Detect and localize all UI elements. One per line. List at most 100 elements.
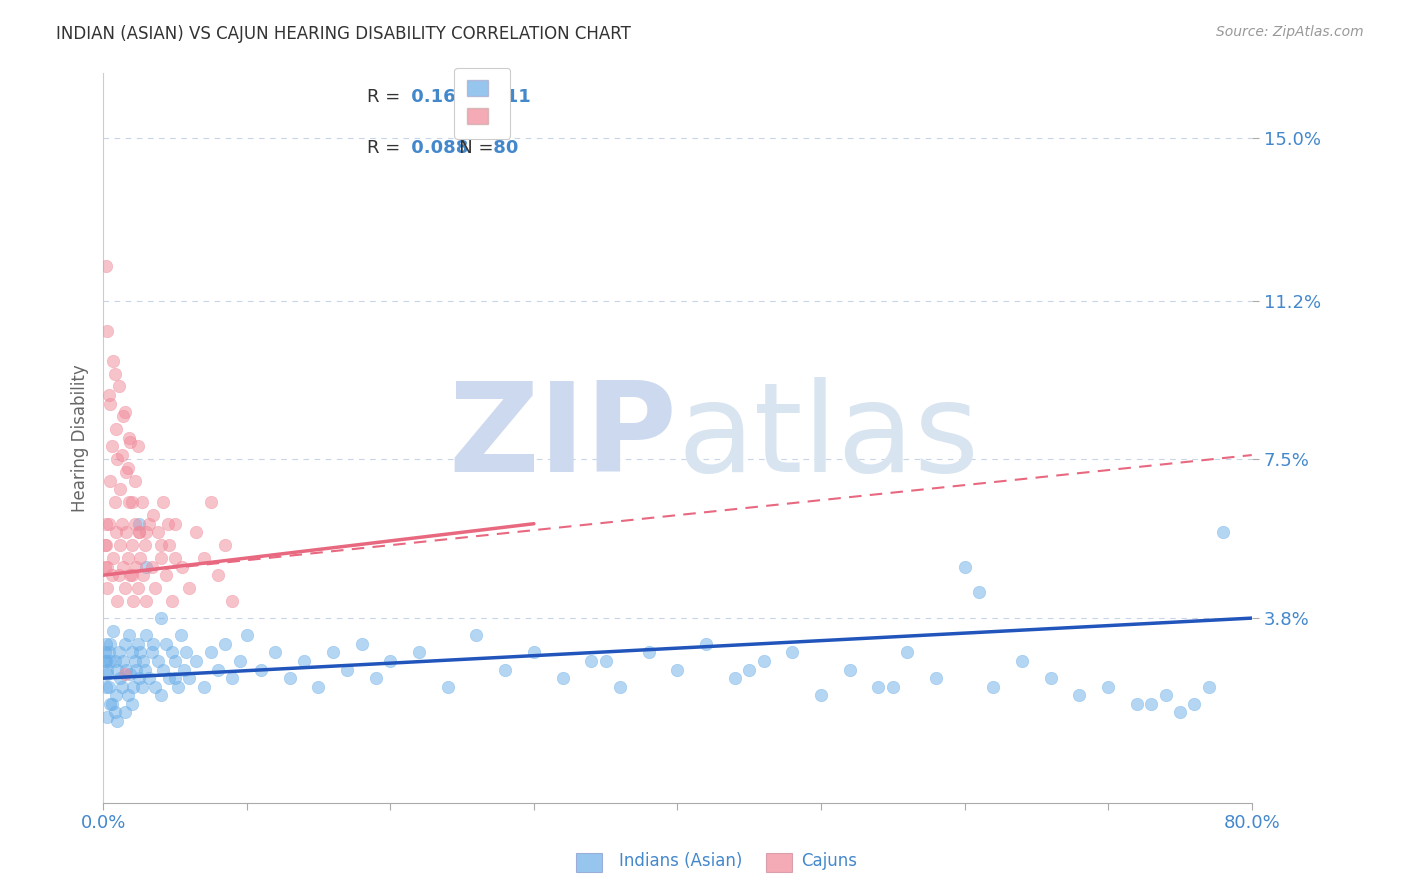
Point bbox=[724, 671, 747, 685]
Point bbox=[118, 431, 141, 445]
Point bbox=[107, 594, 129, 608]
Point bbox=[104, 654, 127, 668]
Text: ZIP: ZIP bbox=[449, 377, 678, 499]
Point bbox=[96, 324, 118, 338]
Point bbox=[981, 680, 1004, 694]
Point bbox=[121, 645, 143, 659]
Point bbox=[94, 260, 117, 274]
Text: INDIAN (ASIAN) VS CAJUN HEARING DISABILITY CORRELATION CHART: INDIAN (ASIAN) VS CAJUN HEARING DISABILI… bbox=[56, 25, 631, 43]
Point bbox=[93, 654, 115, 668]
Point bbox=[142, 637, 165, 651]
Point bbox=[169, 628, 191, 642]
Point bbox=[101, 624, 124, 638]
Text: 0.088: 0.088 bbox=[405, 139, 468, 157]
Point bbox=[141, 559, 163, 574]
Point bbox=[193, 551, 215, 566]
Point bbox=[1212, 525, 1234, 540]
Point bbox=[666, 663, 689, 677]
Point bbox=[172, 559, 194, 574]
Point bbox=[101, 353, 124, 368]
Point bbox=[127, 440, 149, 454]
Point bbox=[160, 645, 183, 659]
Point bbox=[120, 435, 142, 450]
Point bbox=[868, 680, 890, 694]
Point bbox=[97, 388, 120, 402]
Point bbox=[114, 581, 136, 595]
Point bbox=[112, 654, 135, 668]
Point bbox=[838, 663, 860, 677]
Y-axis label: Hearing Disability: Hearing Disability bbox=[72, 364, 89, 512]
Point bbox=[152, 663, 174, 677]
Point bbox=[121, 568, 143, 582]
Text: 0.165: 0.165 bbox=[405, 87, 468, 106]
Point bbox=[925, 671, 948, 685]
Point bbox=[100, 440, 122, 454]
Point bbox=[100, 568, 122, 582]
Point bbox=[186, 654, 208, 668]
Point bbox=[120, 568, 142, 582]
Point bbox=[214, 538, 236, 552]
Point bbox=[179, 581, 201, 595]
Text: R =: R = bbox=[367, 139, 406, 157]
Point bbox=[1011, 654, 1033, 668]
Point bbox=[115, 465, 138, 479]
Point bbox=[131, 680, 153, 694]
Point bbox=[94, 637, 117, 651]
Point bbox=[1126, 697, 1149, 711]
Point bbox=[278, 671, 301, 685]
Point bbox=[114, 706, 136, 720]
Point bbox=[128, 525, 150, 540]
Point bbox=[264, 645, 287, 659]
Point bbox=[738, 663, 761, 677]
Point bbox=[221, 671, 243, 685]
Point bbox=[1039, 671, 1062, 685]
Point bbox=[134, 663, 156, 677]
Point bbox=[115, 525, 138, 540]
Text: Indians (Asian): Indians (Asian) bbox=[619, 852, 742, 870]
Point bbox=[156, 516, 179, 531]
Point bbox=[637, 645, 659, 659]
Point bbox=[101, 551, 124, 566]
Point bbox=[105, 525, 128, 540]
Point bbox=[121, 697, 143, 711]
Point bbox=[882, 680, 904, 694]
Point bbox=[131, 495, 153, 509]
Point bbox=[308, 680, 330, 694]
Point bbox=[98, 654, 121, 668]
Point bbox=[193, 680, 215, 694]
Point bbox=[97, 680, 120, 694]
Point bbox=[135, 525, 157, 540]
Point bbox=[200, 495, 222, 509]
Point bbox=[494, 663, 516, 677]
Point bbox=[135, 594, 157, 608]
Point bbox=[149, 689, 172, 703]
Point bbox=[141, 645, 163, 659]
Point bbox=[94, 538, 117, 552]
Point bbox=[96, 666, 118, 681]
Point bbox=[176, 645, 198, 659]
Point bbox=[111, 516, 134, 531]
Point bbox=[292, 654, 315, 668]
Point bbox=[118, 628, 141, 642]
Point bbox=[114, 666, 136, 681]
Point bbox=[104, 495, 127, 509]
Point bbox=[124, 654, 146, 668]
Point bbox=[166, 680, 188, 694]
Point bbox=[125, 663, 148, 677]
Point bbox=[129, 551, 152, 566]
Text: 111: 111 bbox=[486, 87, 530, 106]
Point bbox=[97, 516, 120, 531]
Point bbox=[609, 680, 631, 694]
Point bbox=[128, 671, 150, 685]
Point bbox=[163, 654, 186, 668]
Point bbox=[173, 663, 195, 677]
Point bbox=[96, 710, 118, 724]
Point bbox=[94, 654, 117, 668]
Point bbox=[98, 697, 121, 711]
Point bbox=[98, 396, 121, 410]
Point bbox=[112, 409, 135, 424]
Point bbox=[94, 680, 117, 694]
Point bbox=[120, 666, 142, 681]
Point bbox=[117, 689, 139, 703]
Text: Source: ZipAtlas.com: Source: ZipAtlas.com bbox=[1216, 25, 1364, 39]
